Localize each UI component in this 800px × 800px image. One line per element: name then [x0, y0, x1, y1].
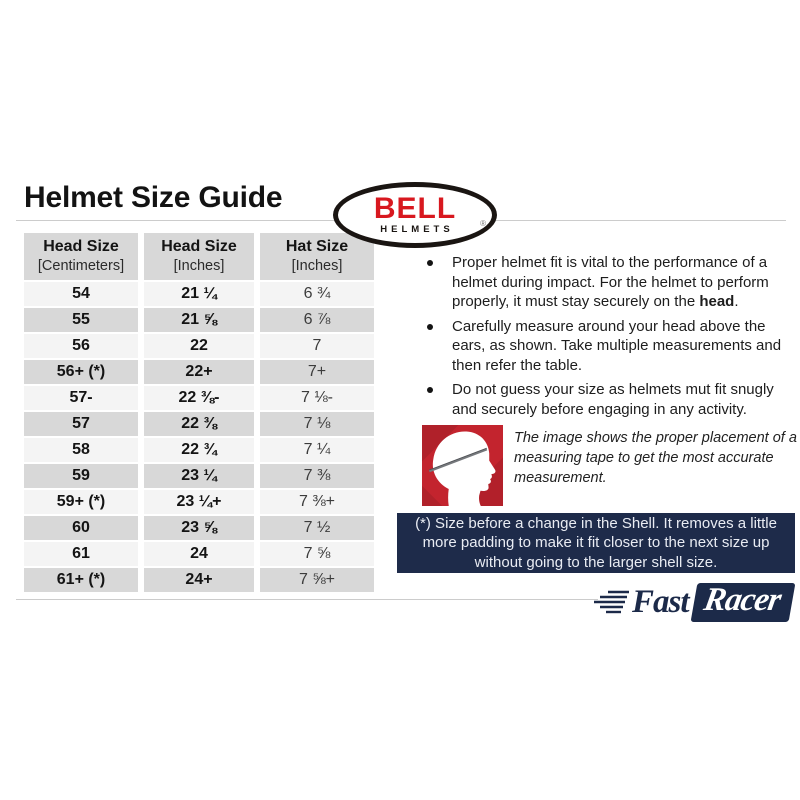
figure-caption: The image shows the proper placement of …: [514, 430, 797, 486]
bullet-icon: [427, 387, 433, 393]
table-cell: 6 ⅞: [260, 308, 374, 332]
bullet-text-segment: .: [734, 293, 739, 310]
bell-helmets-logo: BELL HELMETS ®: [333, 182, 497, 248]
bullet-text: Do not guess your size as helmets mut fi…: [452, 380, 793, 419]
fastracer-racer-text: Racer: [700, 581, 783, 618]
table-cell: 61: [24, 542, 138, 566]
table-cell: 55: [24, 308, 138, 332]
table-cell: 61+ (*): [24, 568, 138, 592]
header-line2: [Inches]: [291, 258, 343, 275]
table-header-head-size-cm: Head Size [Centimeters]: [24, 233, 138, 280]
table-cell: 7 ⅜: [260, 464, 374, 488]
table-cell: 57: [24, 412, 138, 436]
table-cell: 24: [144, 542, 254, 566]
bottom-divider: [16, 599, 598, 600]
table-cell: 22 ¾: [144, 438, 254, 462]
header-line1: Head Size: [161, 238, 237, 256]
table-header-head-size-in: Head Size [Inches]: [144, 233, 254, 280]
table-cell: 22: [144, 334, 254, 358]
table-cell: 23 ¼+: [144, 490, 254, 514]
bullet-text: Proper helmet fit is vital to the perfor…: [452, 253, 793, 312]
note-line: more padding to make it fit closer to th…: [422, 534, 770, 552]
header-line2: [Inches]: [173, 258, 225, 275]
header-line1: Hat Size: [285, 238, 349, 256]
bullet-icon: [427, 260, 433, 266]
table-cell: 23 ¼: [144, 464, 254, 488]
header-line2: [Centimeters]: [37, 258, 125, 275]
table-cell: 22+: [144, 360, 254, 384]
table-cell: 58: [24, 438, 138, 462]
table-cell: 7+: [260, 360, 374, 384]
list-item: Carefully measure around your head above…: [427, 317, 793, 376]
bullet-text-segment: Carefully measure around your head above…: [452, 317, 782, 374]
table-header-hat-size: Hat Size [Inches]: [260, 233, 374, 280]
table-cell: 21 ⅝: [144, 308, 254, 332]
size-table: Head Size [Centimeters] Head Size [Inche…: [24, 233, 374, 592]
table-cell: 54: [24, 282, 138, 306]
table-cell: 60: [24, 516, 138, 540]
page-title: Helmet Size Guide: [24, 181, 283, 214]
fastracer-fast-text: Fast: [632, 583, 690, 620]
table-cell: 22 ⅜-: [144, 386, 254, 410]
bullet-icon: [427, 323, 433, 330]
bullet-text-segment: Proper helmet fit is vital to the perfor…: [452, 254, 769, 310]
list-item: Do not guess your size as helmets mut fi…: [427, 380, 793, 419]
shell-note: (*) Size before a change in the Shell. I…: [397, 513, 795, 573]
table-cell: 7 ⅛: [260, 412, 374, 436]
note-line: without going to the larger shell size.: [474, 553, 718, 571]
table-cell: 24+: [144, 568, 254, 592]
table-cell: 21 ¼: [144, 282, 254, 306]
registered-trademark-icon: ®: [480, 219, 486, 228]
fastracer-logo: Fast Racer: [592, 582, 795, 622]
table-cell: 59+ (*): [24, 490, 138, 514]
table-cell: 7 ⅝+: [260, 568, 374, 592]
bell-logo-text: BELL: [373, 192, 457, 225]
bullet-text: Carefully measure around your head above…: [452, 317, 793, 376]
table-cell: 7: [260, 334, 374, 358]
list-item: Proper helmet fit is vital to the perfor…: [427, 253, 793, 312]
head-profile-tape-icon: [422, 425, 503, 506]
table-cell: 6 ¾: [260, 282, 374, 306]
bullet-text-segment: Do not guess your size as helmets mut fi…: [452, 381, 774, 418]
bullet-text-bold: head: [699, 293, 735, 310]
speed-lines-icon: [594, 590, 629, 614]
table-cell: 7 ⅝: [260, 542, 374, 566]
fastracer-racer-box: Racer: [690, 581, 795, 622]
table-cell: 23 ⅝: [144, 516, 254, 540]
table-cell: 7 ⅛-: [260, 386, 374, 410]
bell-logo-subtext: HELMETS: [380, 224, 454, 235]
table-cell: 7 ¼: [260, 438, 374, 462]
table-cell: 57-: [24, 386, 138, 410]
table-cell: 7 ⅜+: [260, 490, 374, 514]
table-cell: 56: [24, 334, 138, 358]
fit-tips-list: Proper helmet fit is vital to the perfor…: [427, 253, 793, 424]
table-cell: 7 ½: [260, 516, 374, 540]
header-line1: Head Size: [43, 238, 119, 256]
table-cell: 56+ (*): [24, 360, 138, 384]
table-cell: 59: [24, 464, 138, 488]
head-measurement-image: [422, 425, 503, 506]
table-cell: 22 ⅜: [144, 412, 254, 436]
note-line: (*) Size before a change in the Shell. I…: [415, 515, 777, 533]
